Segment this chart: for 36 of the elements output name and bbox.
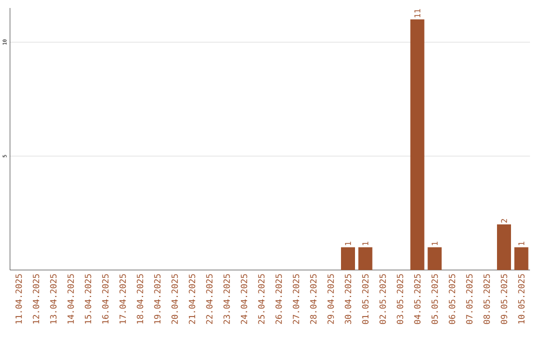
x-tick-label: 04.05.2025 [414, 274, 421, 324]
x-tick-label: 09.05.2025 [500, 274, 508, 324]
bar [497, 224, 512, 270]
x-tick-label: 27.04.2025 [292, 274, 300, 324]
x-tick-label: 21.04.2025 [188, 274, 196, 324]
x-tick-label: 15.04.2025 [84, 274, 92, 324]
x-tick-label: 14.04.2025 [67, 274, 74, 324]
x-tick-label: 10.05.2025 [518, 274, 525, 324]
x-tick-label: 24.04.2025 [240, 274, 248, 324]
x-tick-label: 11.04.2025 [15, 274, 22, 324]
x-tick-label: 18.04.2025 [136, 274, 144, 324]
x-tick-label: 25.04.2025 [258, 274, 265, 324]
x-tick-label: 19.04.2025 [154, 274, 161, 324]
x-tick-label: 30.04.2025 [344, 274, 352, 324]
x-tick-label: 01.05.2025 [362, 274, 369, 324]
x-tick-label: 07.05.2025 [466, 274, 473, 324]
x-tick-label: 05.05.2025 [431, 274, 438, 324]
x-tick-label: 13.04.2025 [50, 274, 57, 324]
x-tick-label: 17.04.2025 [119, 274, 126, 324]
x-tick-label: 03.05.2025 [396, 274, 404, 324]
bar [428, 247, 442, 270]
x-tick-label: 26.04.2025 [275, 274, 282, 324]
x-tick-label: 22.04.2025 [206, 274, 213, 324]
x-tick-label: 20.04.2025 [171, 274, 178, 324]
x-tick-label: 29.04.2025 [327, 274, 334, 324]
x-tick-label: 02.05.2025 [379, 274, 386, 324]
bar [410, 19, 424, 270]
x-tick-label: 28.04.2025 [310, 274, 317, 324]
bar [341, 247, 356, 270]
x-tick-label: 16.04.2025 [102, 274, 109, 324]
x-tick-label: 23.04.2025 [223, 274, 230, 324]
x-tick-label: 08.05.2025 [483, 274, 490, 324]
bar [514, 247, 528, 270]
x-tick-label: 12.04.2025 [32, 274, 40, 324]
bar [358, 247, 372, 270]
x-tick-label: 06.05.2025 [448, 274, 456, 324]
